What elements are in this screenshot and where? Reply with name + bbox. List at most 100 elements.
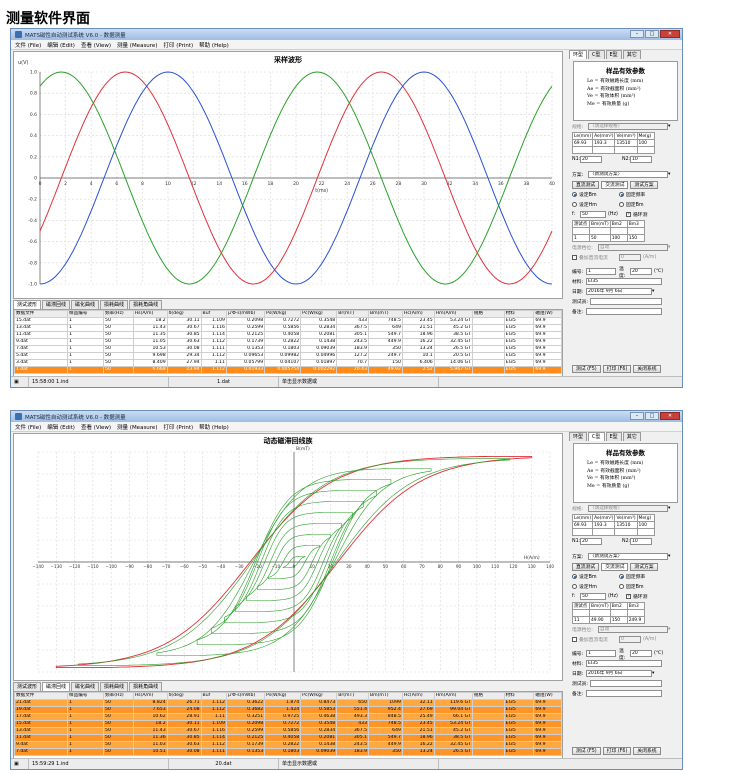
menu-file[interactable]: 文件 (File) [15,42,42,49]
calendar-dropdown-icon[interactable]: ▾ [652,289,655,294]
test-scheme-button[interactable]: 测试方案 [630,562,658,571]
chevron-down-icon[interactable]: ▾ [668,506,671,511]
param-value-input[interactable]: 69.93 [571,521,594,529]
param-value-empty[interactable] [571,146,594,154]
tab-hysteresis[interactable]: 磁滞回线 [42,300,71,309]
param-value-input[interactable]: 13510 [614,139,638,147]
param-value-empty[interactable] [571,528,594,536]
close-system-button[interactable]: 关闭系统 [633,365,661,373]
column-header[interactable]: Ps(W/kg) [264,310,302,318]
param-value-empty[interactable] [614,528,638,536]
column-header[interactable]: Hm(A/m) [433,692,473,700]
cycle-test-checkbox[interactable] [626,593,631,599]
table-row[interactable]: 7.dat 1 50 10.53 30.08 1.111 0.1353 0.1803 0.090… [14,345,562,353]
table-row[interactable]: 3.dat 1 50 8.409 27.94 1.11 0.05799 0.04107 0.01… [14,359,562,367]
maximize-button[interactable]: □ [645,30,659,38]
tab-loss-angle[interactable]: 损耗角曲线 [129,682,163,691]
ac-test-button[interactable]: 交流测试 [601,562,629,571]
point-cell[interactable]: 249.9 [626,616,645,624]
tab-sample-type[interactable]: C型 [588,432,605,441]
column-header[interactable]: 样品编号 [66,692,105,700]
table-row[interactable]: 9.dat 1 50 11.05 30.63 1.112 0.1739 0.2822 0.143… [14,338,562,346]
point-cell[interactable]: 49.90 [589,616,611,624]
n1-input[interactable]: 20 [580,538,602,545]
point-cell[interactable]: 11 [572,616,590,624]
column-header[interactable]: 规格 [471,310,505,318]
column-header[interactable]: δ(deg) [166,310,202,318]
temperature-input[interactable]: 20 [630,268,652,275]
point-cell[interactable] [609,609,628,617]
menu-help[interactable]: 帮助 (Help) [199,42,229,49]
power-select[interactable]: 自动 [598,626,668,633]
tab-loss-angle[interactable]: 损耗角曲线 [129,300,163,309]
column-header[interactable]: Buf [200,692,227,700]
power-select[interactable]: 自动 [598,244,668,251]
tab-sample-type[interactable]: 环型 [569,50,588,59]
column-header[interactable]: 样品编号 [66,310,105,318]
date-picker[interactable]: 2016年 9月 6日 [586,670,652,677]
column-header[interactable]: Hc(A/m) [401,310,435,318]
window-titlebar[interactable]: MATS磁性自动测试系统 V6.0 - 数据测量 – □ ✕ [11,411,682,422]
table-row[interactable]: 11.dat 1 50 11.36 30.85 1.114 0.2125 0.4058 0.20… [14,734,562,742]
point-cell[interactable] [609,227,628,235]
column-header[interactable]: δ(deg) [166,692,202,700]
test-button[interactable]: 测试 (F5) [572,365,601,373]
close-button[interactable]: ✕ [660,412,680,420]
point-cell[interactable] [626,609,645,617]
dc-bias-input[interactable]: 0 [619,254,641,261]
scrollbar-thumb[interactable] [20,387,60,388]
menu-edit[interactable]: 编辑 (Edit) [47,42,75,49]
dc-bias-input[interactable]: 0 [619,636,641,643]
tab-sample-type[interactable]: E型 [605,432,622,441]
column-header[interactable]: Br(mT) [336,692,369,700]
frequency-input[interactable]: 50 [580,593,606,600]
material-input[interactable]: EI35 [586,660,662,667]
dc-test-button[interactable]: 直流测试 [572,562,600,571]
param-value-empty[interactable] [614,146,638,154]
point-cell[interactable] [589,227,611,235]
table-row[interactable]: 21.dat 1 50 8.824 26.71 1.112 0.3622 1.874 0.847… [14,699,562,707]
column-header[interactable]: Hm(A/m) [433,310,473,318]
frequency-input[interactable]: 50 [580,211,606,218]
menu-measure[interactable]: 测量 (Measure) [117,424,158,431]
point-cell[interactable]: 150 [609,616,628,624]
column-header[interactable]: μ'Φ·s(mWb) [225,310,266,318]
fixed-freq-radio[interactable] [619,574,624,579]
tab-sample-type[interactable]: 其它 [622,50,641,59]
tester-input[interactable] [590,680,662,687]
point-cell[interactable]: 50 [589,234,611,242]
menu-view[interactable]: 查看 (View) [80,424,112,431]
n2-input[interactable]: 10 [630,156,652,163]
window-titlebar[interactable]: MATS磁性自动测试系统 V6.0 - 数据测量 – □ ✕ [11,29,682,40]
tab-sample-type[interactable]: C型 [588,50,605,59]
table-row[interactable]: 1.dat 1 50 6.668 23.94 1.112 0.01933 0.005754 0.… [14,366,562,374]
tab-sample-type[interactable]: 环型 [569,432,588,441]
param-value-empty[interactable] [592,528,616,536]
param-value-input[interactable]: 193.3 [592,521,616,529]
fixed-bm-radio[interactable] [619,584,624,589]
chevron-down-icon[interactable]: ▾ [668,245,671,250]
column-header[interactable]: 规格 [471,692,505,700]
spec-select[interactable]: 〈请选择规格〉 [588,123,668,130]
table-row[interactable]: 5.dat 1 50 9.698 29.34 1.112 0.09653 0.09982 0.0… [14,352,562,360]
column-header[interactable]: Hc(A/m) [401,692,435,700]
param-value-empty[interactable] [636,146,655,154]
number-input[interactable]: 1 [586,268,616,275]
param-value-empty[interactable] [592,146,616,154]
tab-sample-type[interactable]: E型 [605,50,622,59]
scheme-select[interactable]: 〈新测试方案〉 [588,171,668,178]
point-cell[interactable]: 100 [609,234,628,242]
column-header[interactable]: 磁阻(W) [533,692,562,700]
minimize-button[interactable]: – [630,412,644,420]
tab-waveform[interactable]: 测试波形 [13,682,42,691]
table-row[interactable]: 9.dat 1 50 11.03 30.63 1.112 0.1739 0.2822 0.143… [14,741,562,749]
menu-file[interactable]: 文件 (File) [15,424,42,431]
column-header[interactable]: Ps(W/kg) [264,692,302,700]
menu-help[interactable]: 帮助 (Help) [199,424,229,431]
param-value-empty[interactable] [636,528,655,536]
cycle-test-checkbox[interactable] [626,211,631,217]
n1-input[interactable]: 20 [580,156,602,163]
dc-bias-checkbox[interactable] [572,637,577,642]
table-row[interactable]: 11.dat 1 50 11.35 30.85 1.114 0.2125 0.4058 0.20… [14,331,562,339]
column-header[interactable]: 磁阻(W) [533,310,562,318]
